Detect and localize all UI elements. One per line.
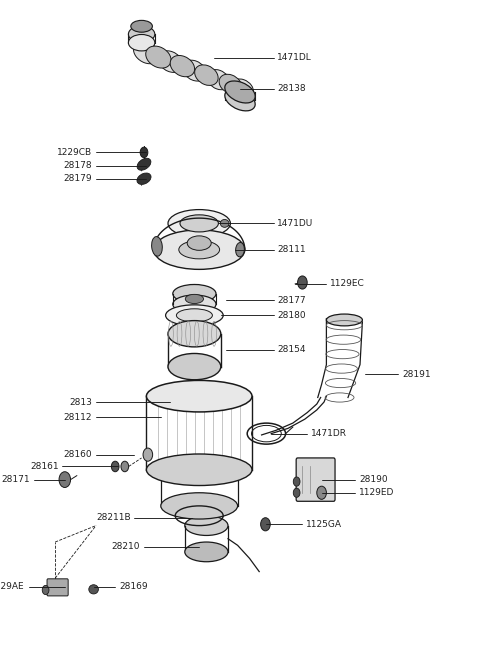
Circle shape — [261, 518, 270, 531]
Text: 28160: 28160 — [63, 450, 92, 459]
FancyBboxPatch shape — [47, 579, 68, 596]
Ellipse shape — [131, 20, 153, 32]
Text: 28169: 28169 — [119, 582, 148, 591]
Ellipse shape — [154, 230, 245, 269]
Circle shape — [42, 585, 49, 595]
Ellipse shape — [182, 60, 206, 81]
Ellipse shape — [146, 454, 252, 486]
Text: 28111: 28111 — [277, 245, 306, 254]
Text: 28180: 28180 — [277, 311, 306, 320]
Text: 28112: 28112 — [64, 413, 92, 422]
Ellipse shape — [185, 542, 228, 562]
Ellipse shape — [166, 305, 223, 326]
Ellipse shape — [225, 89, 255, 111]
Text: 28154: 28154 — [277, 345, 306, 354]
Text: 28138: 28138 — [277, 84, 306, 93]
Ellipse shape — [195, 65, 218, 85]
Circle shape — [121, 461, 129, 472]
Text: 28171: 28171 — [1, 475, 30, 484]
Text: 1129EC: 1129EC — [330, 279, 365, 288]
Ellipse shape — [168, 321, 221, 347]
Circle shape — [293, 488, 300, 497]
Circle shape — [317, 486, 326, 499]
Ellipse shape — [128, 26, 155, 42]
Ellipse shape — [180, 215, 218, 232]
Circle shape — [298, 276, 307, 289]
Circle shape — [293, 477, 300, 486]
Text: 28190: 28190 — [359, 475, 388, 484]
Text: 1125GA: 1125GA — [306, 520, 342, 529]
Ellipse shape — [173, 284, 216, 303]
Ellipse shape — [179, 240, 219, 259]
Ellipse shape — [161, 455, 238, 482]
Ellipse shape — [231, 79, 253, 99]
Text: 1129ED: 1129ED — [359, 488, 395, 497]
Ellipse shape — [161, 493, 238, 519]
Ellipse shape — [137, 173, 151, 185]
Circle shape — [59, 472, 71, 487]
Ellipse shape — [146, 46, 171, 68]
Circle shape — [111, 461, 119, 472]
Ellipse shape — [89, 585, 98, 594]
Text: 28210: 28210 — [112, 542, 140, 551]
Text: 1471DU: 1471DU — [277, 219, 314, 228]
Ellipse shape — [219, 74, 241, 94]
Text: 1129AE: 1129AE — [0, 582, 25, 591]
Ellipse shape — [225, 81, 255, 103]
Text: 28177: 28177 — [277, 296, 306, 305]
Ellipse shape — [185, 294, 204, 304]
Ellipse shape — [168, 210, 230, 237]
Circle shape — [143, 448, 153, 461]
Text: 28179: 28179 — [63, 174, 92, 183]
Text: 28178: 28178 — [63, 161, 92, 170]
Ellipse shape — [187, 236, 211, 250]
Ellipse shape — [207, 70, 230, 90]
Ellipse shape — [173, 295, 216, 313]
Ellipse shape — [236, 242, 244, 257]
Ellipse shape — [185, 516, 228, 535]
Text: 28211B: 28211B — [96, 513, 131, 522]
Ellipse shape — [128, 34, 155, 51]
Ellipse shape — [146, 380, 252, 412]
Text: 28161: 28161 — [30, 462, 59, 471]
FancyBboxPatch shape — [296, 458, 335, 501]
Text: 28191: 28191 — [402, 370, 431, 379]
Text: 2813: 2813 — [69, 397, 92, 407]
Ellipse shape — [158, 51, 183, 72]
Text: 1471DL: 1471DL — [277, 53, 312, 62]
Ellipse shape — [170, 55, 194, 77]
Circle shape — [140, 147, 148, 158]
Ellipse shape — [168, 353, 221, 380]
Ellipse shape — [177, 309, 212, 322]
Ellipse shape — [326, 314, 362, 326]
Ellipse shape — [137, 158, 151, 170]
Ellipse shape — [152, 237, 162, 256]
Ellipse shape — [133, 41, 159, 64]
Text: 1229CB: 1229CB — [57, 148, 92, 157]
Text: 1471DR: 1471DR — [311, 429, 347, 438]
Ellipse shape — [220, 219, 229, 227]
